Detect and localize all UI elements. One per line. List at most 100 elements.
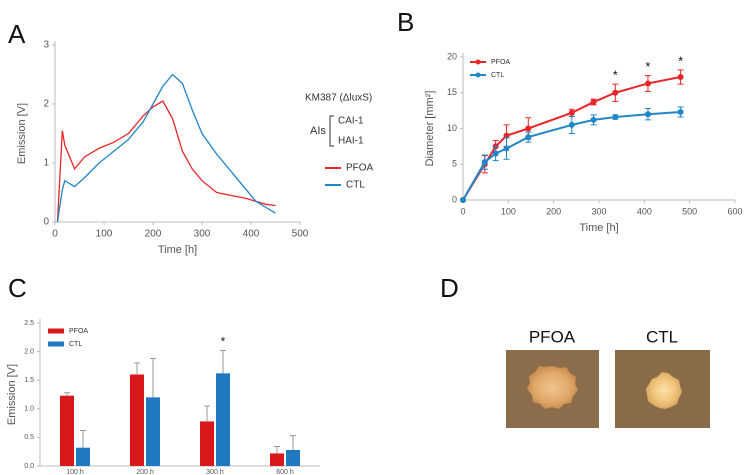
- legend-label: PFOA: [491, 59, 510, 66]
- x-tick-label: 300: [591, 206, 606, 216]
- y-tick-label: 2.0: [24, 348, 34, 355]
- point: [492, 150, 499, 157]
- y-tick-label: 0.5: [24, 434, 34, 441]
- point: [644, 111, 651, 118]
- bar: [146, 397, 160, 466]
- point: [677, 74, 684, 81]
- x-tick-label: 500: [682, 206, 697, 216]
- y-tick-label: 10: [447, 123, 457, 133]
- point: [525, 134, 532, 141]
- error-bar: [274, 446, 280, 454]
- significance: *: [645, 59, 650, 74]
- x-tick-label: 600: [727, 206, 742, 216]
- colony: [527, 366, 578, 409]
- x-tick-label: 500: [292, 229, 309, 240]
- x-tick-label: 100: [96, 229, 113, 240]
- significance: *: [613, 68, 618, 83]
- x-tick-label: 100 h: [66, 469, 84, 475]
- line: [462, 111, 681, 201]
- point: [525, 125, 532, 132]
- error-bar: [150, 357, 156, 398]
- y-tick-label: 2.5: [24, 320, 34, 327]
- bar: [60, 395, 74, 466]
- y-tick-label: 15: [447, 87, 457, 97]
- point: [503, 132, 510, 139]
- significance: *: [678, 53, 683, 68]
- annotation: AIs: [310, 125, 326, 137]
- error-bar: [64, 392, 70, 396]
- x-axis-title: Time [h]: [579, 222, 618, 234]
- point: [503, 145, 510, 152]
- x-tick-label: 100: [501, 206, 516, 216]
- legend-label: PFOA: [69, 328, 88, 335]
- point: [590, 116, 597, 123]
- x-tick-label: 300: [194, 229, 211, 240]
- y-tick-label: 20: [447, 51, 457, 61]
- line: [462, 76, 681, 201]
- error-bar: [204, 405, 210, 422]
- y-tick-label: 1: [43, 158, 49, 169]
- x-tick-label: 200: [546, 206, 561, 216]
- x-tick-label: 0: [52, 229, 58, 240]
- error-bar: [134, 362, 140, 375]
- point: [612, 89, 619, 96]
- point: [568, 109, 575, 116]
- annotation: CAI-1: [338, 116, 364, 127]
- x-axis-title: Time [h]: [158, 244, 197, 256]
- photo-label: PFOA: [529, 327, 576, 346]
- point: [460, 197, 466, 203]
- y-tick-label: 1.0: [24, 406, 34, 413]
- panel-label: A: [8, 19, 26, 49]
- bar: [270, 453, 284, 466]
- y-tick-label: 0: [43, 217, 49, 228]
- y-tick-label: 3: [43, 40, 49, 51]
- point: [644, 80, 651, 87]
- photo-label: CTL: [646, 327, 678, 346]
- x-tick-label: 0: [460, 206, 465, 216]
- error-bar: [220, 349, 226, 374]
- legend-marker: [475, 72, 481, 78]
- y-tick-label: 0.0: [24, 463, 34, 470]
- y-tick-label: 5: [452, 159, 457, 169]
- bar: [76, 447, 90, 466]
- y-tick-label: 0: [452, 194, 457, 204]
- line: [56, 73, 276, 223]
- y-tick-label: 1.5: [24, 377, 34, 384]
- point: [568, 121, 575, 128]
- y-axis-title: Diameter [mm²]: [424, 91, 436, 167]
- x-tick-label: 600 h: [276, 469, 294, 475]
- significance: *: [221, 335, 226, 349]
- colony: [646, 372, 682, 409]
- bar: [200, 421, 214, 466]
- panel-label: D: [440, 273, 459, 303]
- line: [56, 100, 276, 223]
- legend-label: CTL: [346, 180, 365, 191]
- x-tick-label: 200 h: [136, 469, 154, 475]
- annotation: HAI-1: [338, 136, 364, 147]
- x-tick-label: 200: [145, 229, 162, 240]
- x-tick-label: 400: [637, 206, 652, 216]
- error-bar: [290, 435, 296, 450]
- y-tick-label: 2: [43, 99, 49, 110]
- bar: [216, 373, 230, 466]
- x-tick-label: 300 h: [206, 469, 224, 475]
- panel-label: B: [397, 7, 414, 37]
- y-axis-title: Emission [V]: [16, 103, 28, 164]
- annotation: KM387 (ΔluxS): [305, 93, 372, 104]
- point: [590, 99, 597, 106]
- panel-label: C: [8, 273, 27, 303]
- x-tick-label: 400: [243, 229, 260, 240]
- point: [677, 109, 684, 116]
- legend-marker: [475, 59, 481, 65]
- bar: [130, 374, 144, 466]
- legend-label: CTL: [69, 341, 82, 348]
- y-axis-title: Emission [V]: [6, 364, 18, 425]
- point: [481, 159, 488, 166]
- bar: [286, 449, 300, 466]
- legend-label: CTL: [491, 72, 504, 79]
- error-bar: [80, 430, 86, 448]
- legend-label: PFOA: [346, 163, 374, 174]
- point: [612, 114, 619, 121]
- bracket: [329, 115, 334, 147]
